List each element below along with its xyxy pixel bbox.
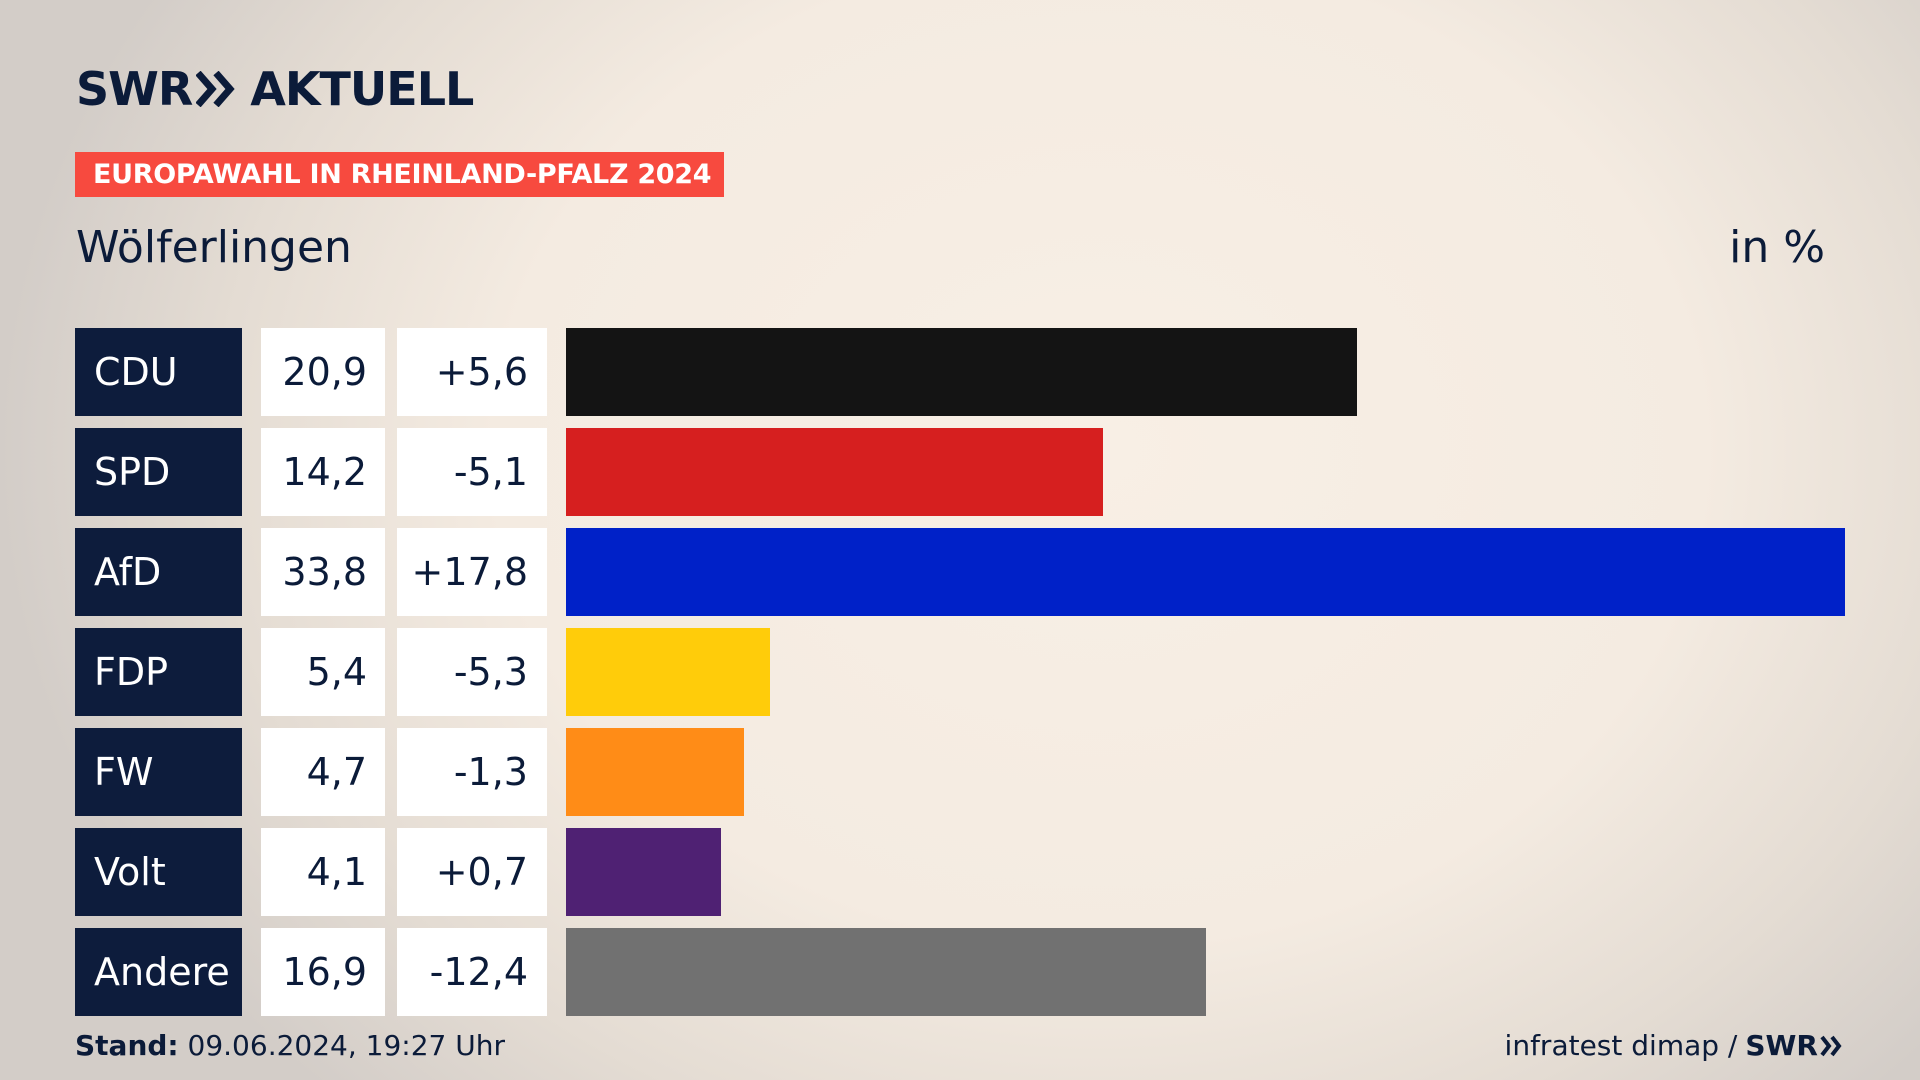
party-label: Volt: [75, 828, 242, 916]
bar-cdu: [566, 328, 1357, 416]
municipality-title: Wölferlingen: [76, 222, 352, 273]
source-text: infratest dimap /: [1504, 1029, 1738, 1062]
party-label: CDU: [75, 328, 242, 416]
banner-label: EUROPAWAHL IN RHEINLAND-PFALZ 2024: [93, 159, 712, 190]
vote-change: +5,6: [397, 328, 547, 416]
vote-change: -5,1: [397, 428, 547, 516]
party-label: SPD: [75, 428, 242, 516]
vote-share: 20,9: [261, 328, 385, 416]
party-label: FW: [75, 728, 242, 816]
vote-change: +0,7: [397, 828, 547, 916]
vote-share: 16,9: [261, 928, 385, 1016]
small-double-chevron-icon: [1820, 1035, 1842, 1057]
bar-spd: [566, 428, 1103, 516]
vote-share: 14,2: [261, 428, 385, 516]
vote-change: -1,3: [397, 728, 547, 816]
stand-label: Stand:: [75, 1029, 179, 1062]
vote-share: 33,8: [261, 528, 385, 616]
bar-andere: [566, 928, 1206, 1016]
logo-aktuell-text: AKTUELL: [250, 62, 474, 116]
unit-label: in %: [1729, 222, 1825, 273]
vote-share: 4,7: [261, 728, 385, 816]
bar-volt: [566, 828, 721, 916]
party-label: Andere: [75, 928, 242, 1016]
bar-afd: [566, 528, 1845, 616]
swr-aktuell-logo: SWR AKTUELL: [76, 62, 474, 116]
vote-change: -5,3: [397, 628, 547, 716]
party-label: AfD: [75, 528, 242, 616]
party-label: FDP: [75, 628, 242, 716]
bar-fw: [566, 728, 744, 816]
vote-change: -12,4: [397, 928, 547, 1016]
logo-swr-text: SWR: [76, 62, 193, 116]
vote-share: 4,1: [261, 828, 385, 916]
bar-fdp: [566, 628, 770, 716]
double-chevron-icon: [196, 71, 235, 107]
election-banner: EUROPAWAHL IN RHEINLAND-PFALZ 2024: [75, 152, 724, 197]
stand-value: 09.06.2024, 19:27 Uhr: [187, 1029, 505, 1062]
timestamp: Stand: 09.06.2024, 19:27 Uhr: [75, 1028, 505, 1064]
small-logo-text: SWR: [1745, 1029, 1818, 1062]
swr-small-logo: SWR: [1745, 1028, 1844, 1064]
vote-share: 5,4: [261, 628, 385, 716]
vote-change: +17,8: [397, 528, 547, 616]
source-credit: infratest dimap / SWR: [1505, 1028, 1844, 1064]
